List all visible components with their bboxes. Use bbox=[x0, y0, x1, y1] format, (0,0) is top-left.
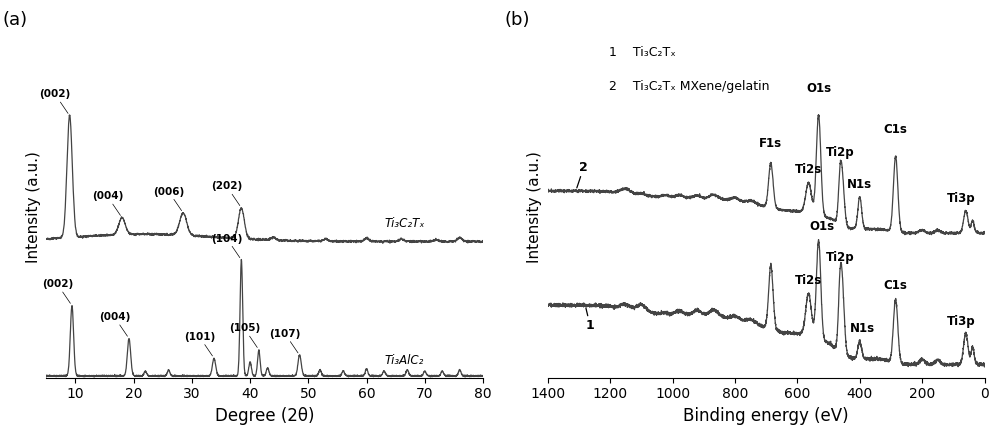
Text: 1: 1 bbox=[586, 308, 594, 331]
Text: Ti3p: Ti3p bbox=[947, 315, 975, 328]
Text: C1s: C1s bbox=[884, 123, 908, 136]
Text: (107): (107) bbox=[269, 329, 301, 353]
X-axis label: Degree (2θ): Degree (2θ) bbox=[215, 407, 314, 425]
Text: (104): (104) bbox=[211, 234, 243, 258]
Text: Ti₃AlC₂: Ti₃AlC₂ bbox=[384, 354, 423, 367]
X-axis label: Binding energy (eV): Binding energy (eV) bbox=[683, 407, 849, 425]
Text: (101): (101) bbox=[184, 332, 215, 356]
Y-axis label: Intensity (a.u.): Intensity (a.u.) bbox=[527, 151, 542, 262]
Text: Ti2s: Ti2s bbox=[795, 274, 822, 287]
Text: (002): (002) bbox=[42, 279, 73, 303]
Text: F1s: F1s bbox=[759, 137, 782, 150]
Text: Ti2p: Ti2p bbox=[826, 146, 855, 159]
Text: (b): (b) bbox=[504, 11, 530, 29]
Text: (004): (004) bbox=[92, 191, 123, 215]
Text: C1s: C1s bbox=[884, 279, 908, 292]
Text: 2: 2 bbox=[577, 161, 588, 188]
Text: N1s: N1s bbox=[850, 322, 875, 335]
Y-axis label: Intensity (a.u.): Intensity (a.u.) bbox=[26, 151, 41, 262]
Text: 2    Ti₃C₂Tₓ MXene/gelatin: 2 Ti₃C₂Tₓ MXene/gelatin bbox=[609, 80, 769, 93]
Text: Ti₃C₂Tₓ: Ti₃C₂Tₓ bbox=[384, 217, 425, 230]
Text: (202): (202) bbox=[211, 181, 242, 206]
Text: N1s: N1s bbox=[847, 178, 872, 191]
Text: (105): (105) bbox=[229, 324, 260, 347]
Text: O1s: O1s bbox=[806, 82, 831, 95]
Text: (004): (004) bbox=[99, 312, 130, 336]
Text: Ti2s: Ti2s bbox=[795, 163, 822, 176]
Text: (006): (006) bbox=[153, 187, 184, 211]
Text: (a): (a) bbox=[3, 11, 28, 29]
Text: O1s: O1s bbox=[809, 220, 834, 233]
Text: Ti2p: Ti2p bbox=[826, 252, 855, 264]
Text: (002): (002) bbox=[39, 89, 71, 113]
Text: 1    Ti₃C₂Tₓ: 1 Ti₃C₂Tₓ bbox=[609, 46, 676, 59]
Text: Ti3p: Ti3p bbox=[947, 192, 975, 205]
